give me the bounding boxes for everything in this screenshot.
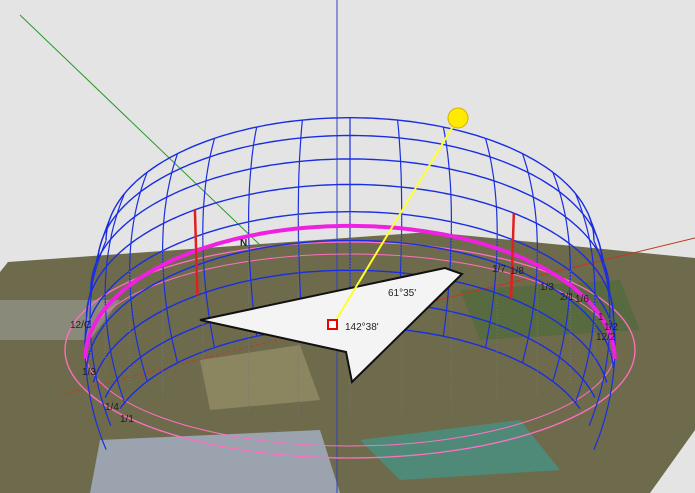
- hour-label: 1/7: [492, 264, 506, 275]
- hour-label: 1/1: [120, 414, 134, 425]
- hour-label: 1/4: [105, 402, 119, 413]
- ground-field: [200, 345, 320, 410]
- hour-labels: 1/7 1/8 1/3 2/1 1/6 11/212/2 12/C 1/3 1/41/1: [70, 264, 618, 425]
- origin-marker: [327, 319, 338, 330]
- altitude-label: 61°35': [388, 288, 416, 299]
- ground-building: [90, 430, 340, 493]
- hour-label: 1/6: [575, 294, 589, 305]
- hour-label: 12/C: [70, 320, 91, 331]
- hour-label: 1/8: [510, 266, 524, 277]
- highlight-segment: [509, 213, 516, 299]
- red-axis: [59, 324, 336, 396]
- highlight-segment: [193, 209, 199, 296]
- hour-label: 1: [598, 312, 604, 323]
- sun-path-mesh: [83, 116, 617, 450]
- current-sun-path: [83, 223, 617, 359]
- sun: [447, 107, 469, 129]
- green-axis: [19, 14, 261, 246]
- hour-label: 1/3: [540, 282, 554, 293]
- north-label: N: [240, 238, 247, 249]
- hour-label: 1/2: [604, 322, 618, 333]
- sun-ray: [332, 117, 459, 326]
- azimuth-label: 142°38': [345, 322, 379, 333]
- hour-label: 2/1: [560, 292, 574, 303]
- hour-label: 1/3: [82, 367, 96, 378]
- hour-label: 12/2: [596, 332, 616, 343]
